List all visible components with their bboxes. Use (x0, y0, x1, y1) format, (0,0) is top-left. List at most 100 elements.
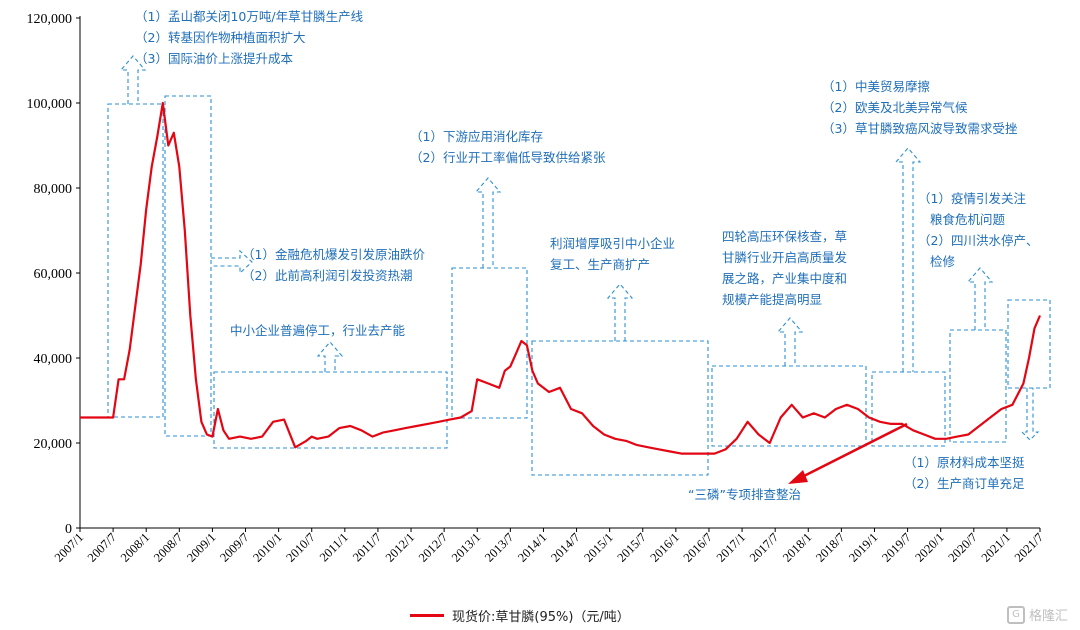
x-tick-label: 2020/1 (912, 530, 946, 564)
x-tick-label: 2012/7 (416, 530, 450, 564)
annotation-a4: （1）下游应用消化库存 （2）行业开工率偏低导致供给紧张 (410, 126, 605, 168)
x-tick-label: 2011/7 (350, 530, 384, 564)
x-tick-label: 2013/7 (482, 530, 516, 564)
x-tick-label: 2014/1 (515, 530, 549, 564)
annotation-line: 中小企业普遍停工，行业去产能 (230, 323, 406, 338)
annotation-a6: 四轮高压环保核查，草 甘膦行业开启高质量发 展之路，产业集中度和 规模产能提高明… (722, 226, 847, 310)
x-tick-label: 2021/7 (1012, 530, 1046, 564)
watermark-logo: G (1006, 605, 1025, 624)
series-line (80, 101, 1042, 455)
legend: 现货价:草甘膦(95%)（元/吨） (410, 606, 630, 625)
annotation-a5: 利润增厚吸引中小企业 复工、生产商扩产 (550, 233, 675, 275)
legend-swatch (410, 614, 444, 617)
annotation-a8: （1）疫情引发关注 粮食危机问题 （2）四川洪水停产、 检修 (918, 188, 1038, 272)
x-tick-label: 2015/7 (614, 530, 648, 564)
x-tick-label: 2008/7 (151, 530, 185, 564)
arrow-right (211, 249, 253, 275)
annotation-a2: （1）金融危机爆发引发原油跌价 （2）此前高利润引发投资热潮 (242, 244, 425, 286)
annotation-line: （2）转基因作物种植面积扩大 (135, 30, 306, 45)
legend-label: 现货价:草甘膦(95%)（元/吨） (452, 610, 630, 625)
arrow-up (119, 55, 147, 104)
x-tick-label: 2018/1 (780, 530, 814, 564)
box-2013 (451, 267, 528, 419)
x-tick-label: 2010/1 (250, 530, 284, 564)
x-tick-label: 2016/7 (681, 530, 715, 564)
arrow-up (776, 317, 804, 366)
pointer-arrow-shaft (799, 422, 908, 480)
arrow-up (316, 341, 344, 372)
arrow-up (966, 267, 994, 330)
annotation-line: （1）金融危机爆发引发原油跌价 (242, 247, 425, 262)
y-tick-label: 100,000 (27, 97, 73, 112)
annotation-line: （1）下游应用消化库存 (410, 129, 543, 144)
annotation-line: 规模产能提高明显 (722, 292, 823, 307)
annotation-line: （3）草甘膦致癌风波导致需求受挫 (822, 121, 1018, 136)
x-tick-label: 2018/7 (813, 530, 847, 564)
box-2009-2012 (213, 371, 448, 449)
x-tick-label: 2009/7 (217, 530, 251, 564)
box-2014-2016 (531, 340, 709, 476)
y-tick-label: 0 (65, 522, 72, 537)
arrow-down (1020, 388, 1040, 441)
annotation-line: （2）此前高利润引发投资热潮 (242, 268, 413, 283)
annotation-line: 利润增厚吸引中小企业 (550, 236, 676, 251)
series-layer (80, 101, 1042, 455)
y-tick-label: 80,000 (34, 182, 73, 197)
y-tick-label: 20,000 (34, 437, 73, 452)
x-tick-label: 2017/1 (714, 530, 748, 564)
x-tick-label: 2021/1 (979, 530, 1013, 564)
x-tick-label: 2011/1 (317, 530, 351, 564)
annotation-line: “三磷”专项排查整治 (688, 487, 801, 502)
y-tick-label: 120,000 (27, 12, 73, 27)
x-tick-label: 2010/7 (283, 530, 317, 564)
annotation-line: 检修 (930, 254, 956, 269)
box-2008-fall (164, 95, 212, 437)
x-tick-label: 2019/7 (879, 530, 913, 564)
annotation-line: （2）行业开工率偏低导致供给紧张 (410, 150, 606, 165)
arrow-up (894, 147, 922, 372)
box-2020 (949, 329, 1007, 443)
x-tick-label: 2013/1 (449, 530, 483, 564)
box-2017-2018 (711, 365, 867, 447)
arrow-up (474, 177, 502, 268)
annotation-line: （1）原材料成本坚挺 (904, 455, 1025, 470)
annotation-line: 复工、生产商扩产 (550, 257, 651, 272)
x-tick-label: 2015/1 (581, 530, 615, 564)
box-2019 (871, 371, 946, 447)
x-tick-label: 2012/1 (383, 530, 417, 564)
annotation-a10: （1）原材料成本坚挺 （2）生产商订单充足 (904, 452, 1024, 494)
x-tick-label: 2016/1 (648, 530, 682, 564)
x-tick-label: 2008/1 (118, 530, 152, 564)
annotation-line: （1）中美贸易摩擦 (822, 79, 930, 94)
x-tick-label: 2017/7 (747, 530, 781, 564)
box-2021 (1007, 299, 1051, 389)
annotation-a1: （1）孟山都关闭10万吨/年草甘膦生产线 （2）转基因作物种植面积扩大 （3）国… (135, 6, 363, 69)
x-tick-label: 2009/1 (184, 530, 218, 564)
annotation-line: （1）疫情引发关注 (918, 191, 1026, 206)
x-tick-label: 2019/1 (846, 530, 880, 564)
annotation-line: 粮食危机问题 (930, 212, 1006, 227)
annotation-line: （3）国际油价上涨提升成本 (135, 51, 293, 66)
annotation-line: （2）生产商订单充足 (904, 476, 1025, 491)
annotation-line: （1）孟山都关闭10万吨/年草甘膦生产线 (135, 9, 364, 24)
y-tick-label: 40,000 (34, 352, 73, 367)
box-2007-2008 (107, 103, 164, 418)
annotation-line: （2）四川洪水停产、 (918, 233, 1039, 248)
arrow-up (606, 283, 634, 341)
annotation-boxes (107, 55, 1051, 484)
annotation-line: 展之路，产业集中度和 (722, 271, 848, 286)
pointer-arrow-head (788, 470, 808, 484)
annotation-a7: （1）中美贸易摩擦 （2）欧美及北美异常气候 （3）草甘膦致癌风波导致需求受挫 (822, 76, 1017, 139)
annotation-line: 四轮高压环保核查，草 (722, 229, 848, 244)
y-tick-label: 60,000 (34, 267, 73, 282)
annotation-a9: “三磷”专项排查整治 (688, 484, 801, 505)
watermark-text: 格隆汇 (1028, 609, 1068, 624)
watermark: G 格隆汇 (1006, 605, 1068, 624)
x-tick-label: 2020/7 (945, 530, 979, 564)
annotation-line: （2）欧美及北美异常气候 (822, 100, 968, 115)
x-tick-label: 2014/7 (548, 530, 582, 564)
x-tick-label: 2007/7 (85, 530, 119, 564)
annotation-line: 甘膦行业开启高质量发 (722, 250, 848, 265)
